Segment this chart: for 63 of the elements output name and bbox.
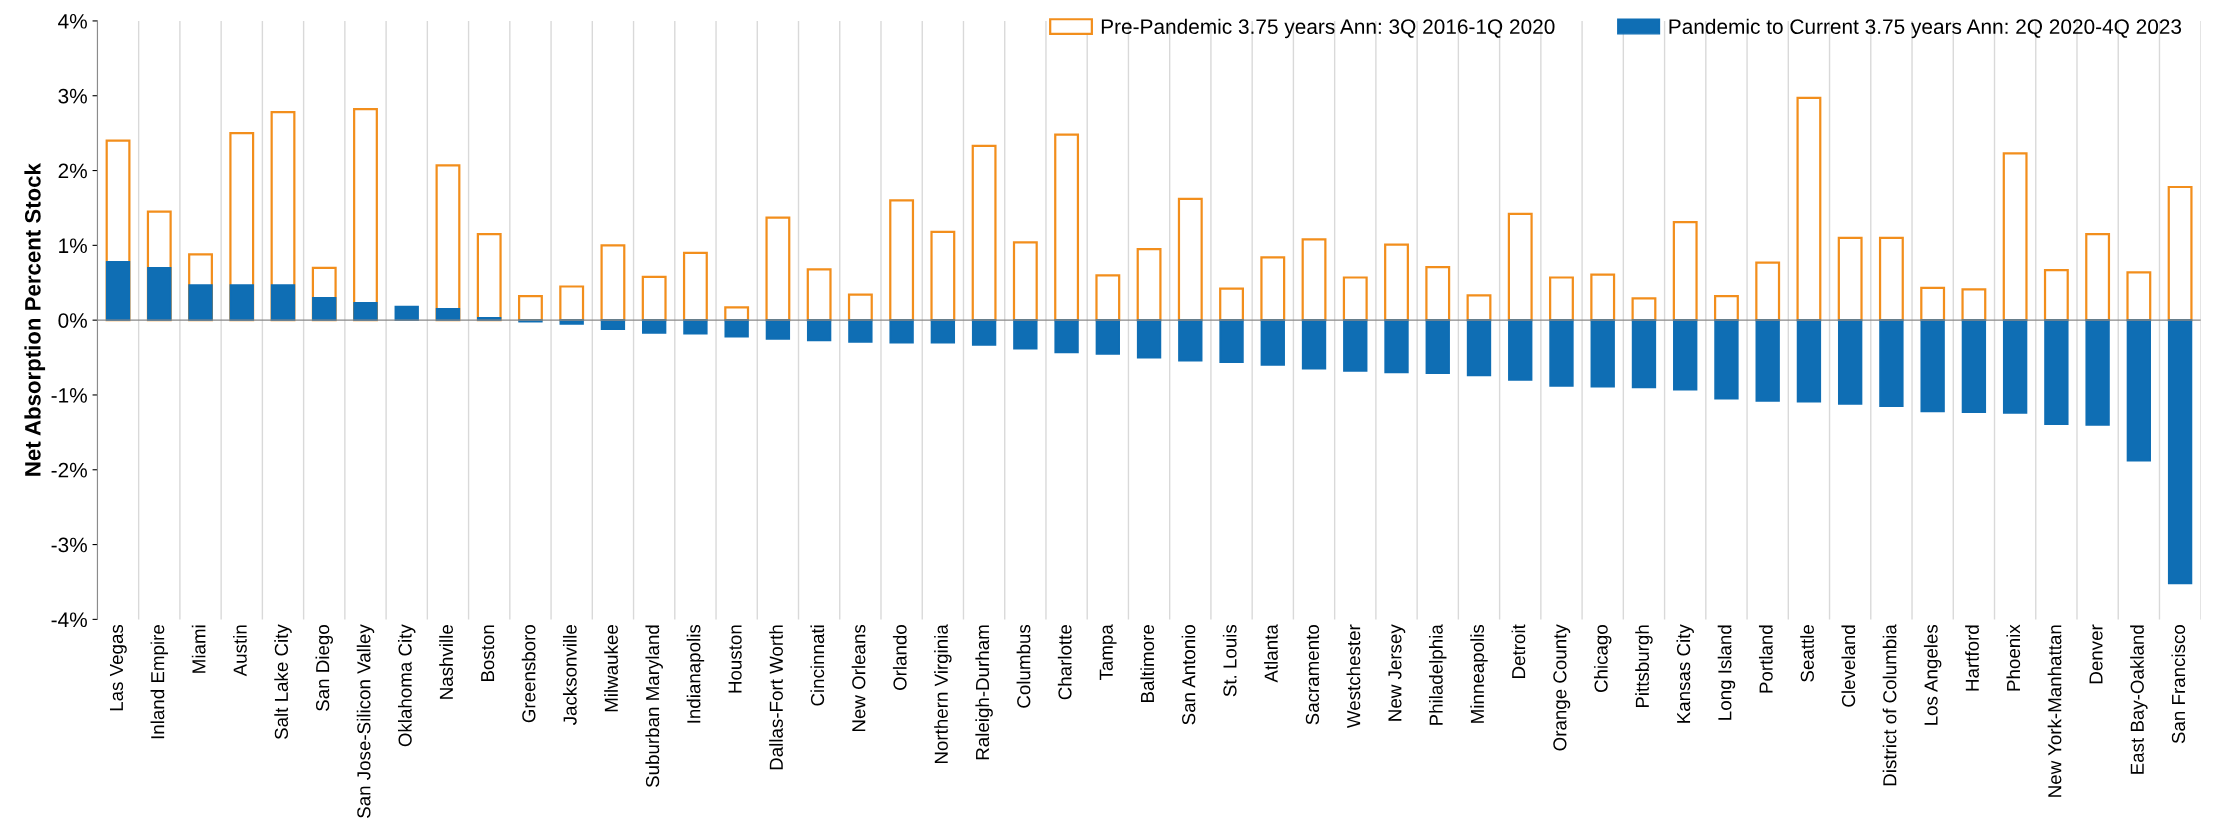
x-tick-label: Cincinnati xyxy=(810,625,825,706)
x-tick-label: San Diego xyxy=(315,625,333,711)
x-tick-label: New Jersey xyxy=(1388,624,1406,721)
y-tick-label: 4% xyxy=(58,14,87,29)
y-tick-label: 1% xyxy=(59,238,87,254)
y-tick-label: -4% xyxy=(51,612,87,628)
y-tick-label: -3% xyxy=(51,537,87,553)
x-tick-label: Raleigh-Durham xyxy=(975,625,993,760)
x-tick-label: Orange County xyxy=(1553,624,1571,751)
x-tick-label: Los Angeles xyxy=(1923,624,1942,725)
x-tick-label: Orlando xyxy=(892,625,907,691)
x-tick-label: Hartford xyxy=(1965,625,1979,691)
x-tick-label: St. Louis xyxy=(1222,624,1237,697)
x-tick-label: Seattle xyxy=(1800,625,1814,682)
x-tick-label: District of Columbia xyxy=(1882,624,1897,786)
x-tick-label: Suburban Maryland xyxy=(645,625,663,788)
y-tick-label: 0% xyxy=(58,313,87,328)
x-tick-label: Westchester xyxy=(1346,624,1361,729)
x-tick-label: Denver xyxy=(2089,624,2103,684)
x-tick-label: Columbus xyxy=(1016,624,1031,708)
x-tick-label: Cleveland xyxy=(1841,625,1856,707)
x-tick-label: Detroit xyxy=(1511,624,1526,678)
x-tick-label: Phoenix xyxy=(2006,624,2021,691)
x-tick-label: Long Island xyxy=(1717,625,1736,720)
x-tick-label: Las Vegas xyxy=(109,624,127,711)
x-tick-label: Inland Empire xyxy=(150,625,169,739)
x-tick-label: Jacksonville xyxy=(562,625,577,726)
legend-label: Pre-Pandemic 3.75 years Ann: 3Q 2016-1Q 2020 xyxy=(1101,18,1555,39)
x-tick-label: Minneapolis xyxy=(1470,624,1488,723)
legend-label: Pandemic to Current 3.75 years Ann: 2Q 2020-4Q 2023 xyxy=(1669,18,2182,39)
y-tick-label: -2% xyxy=(51,462,87,478)
x-tick-label: Dallas-Fort Worth xyxy=(769,625,783,770)
y-tick-label: 2% xyxy=(58,163,87,179)
y-axis-title: Net Absorption Percent Stock xyxy=(24,163,46,476)
x-tick-label: Chicago xyxy=(1593,625,1612,693)
x-tick-label: Sacramento xyxy=(1305,625,1320,725)
x-tick-label: New York-Manhattan xyxy=(2047,625,2062,797)
y-tick-label: 3% xyxy=(58,88,87,104)
x-tick-label: Portland xyxy=(1758,625,1773,693)
x-tick-label: San Francisco xyxy=(2171,625,2186,744)
x-tick-label: Austin xyxy=(233,625,247,677)
x-tick-label: Atlanta xyxy=(1264,624,1278,683)
x-tick-label: Oklahoma City xyxy=(397,624,416,747)
x-tick-label: East Bay-Oakland xyxy=(2130,625,2148,774)
x-tick-label: Milwaukee xyxy=(604,625,618,712)
x-tick-label: Houston xyxy=(728,625,742,693)
x-tick-label: Nashville xyxy=(439,625,453,699)
x-tick-label: Indianapolis xyxy=(686,624,705,723)
x-tick-label: Salt Lake City xyxy=(274,624,292,740)
x-tick-label: Miami xyxy=(191,625,206,673)
x-tick-label: San Jose-Silicon Valley xyxy=(356,624,375,818)
x-tick-label: New Orleans xyxy=(851,624,866,732)
x-tick-label: Northern Virginia xyxy=(934,624,952,764)
x-tick-label: Charlotte xyxy=(1057,625,1072,700)
x-tick-label: Boston xyxy=(481,625,495,682)
x-tick-label: Greensboro xyxy=(521,625,536,723)
x-tick-label: Baltimore xyxy=(1140,625,1155,702)
y-tick-label: -1% xyxy=(51,388,87,403)
x-tick-label: San Antonio xyxy=(1181,625,1196,725)
x-tick-label: Pittsburgh xyxy=(1635,625,1653,708)
x-tick-label: Kansas City xyxy=(1676,624,1694,723)
x-tick-label: Tampa xyxy=(1099,624,1117,681)
x-tick-label: Philadelphia xyxy=(1429,624,1447,725)
